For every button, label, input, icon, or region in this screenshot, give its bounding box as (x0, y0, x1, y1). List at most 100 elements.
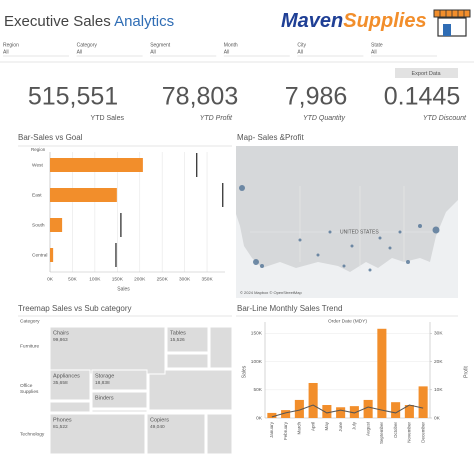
bar (349, 406, 359, 418)
treemap-filler (91, 409, 148, 413)
x-tick-label: March (297, 422, 302, 435)
map: UNITED STATES © 2024 Mapbox © OpenStreet… (236, 146, 458, 298)
treemap-cell (49, 413, 146, 455)
y-tick-label: West (32, 162, 44, 168)
filter-value[interactable]: All (3, 49, 9, 55)
map-attribution: © 2024 Mapbox © OpenStreetMap (240, 290, 302, 295)
map-country-label: UNITED STATES (340, 229, 379, 235)
x-tick-label: December (420, 422, 425, 443)
bar (418, 386, 428, 418)
filter-label: Segment (150, 42, 171, 48)
y2-tick-label: 10K (434, 387, 443, 393)
y-tick-label: Central (32, 252, 47, 258)
filter-value[interactable]: All (371, 49, 377, 55)
bar (294, 399, 304, 418)
x-tick-label: 50K (68, 276, 77, 282)
bar (391, 402, 401, 418)
logo: MavenSupplies (281, 10, 427, 32)
export-button-label[interactable]: Export Data (411, 71, 441, 77)
bar (50, 218, 63, 232)
kpi-value: 0.1445 (384, 83, 460, 111)
cell-value: 15,526 (170, 337, 185, 343)
x-tick-label: February (283, 421, 288, 440)
cell-value: 81,522 (53, 424, 68, 430)
x-tick-label: 300K (179, 276, 191, 282)
bar (267, 412, 277, 418)
x-tick-label: November (407, 422, 412, 443)
filter-value[interactable]: All (224, 49, 230, 55)
bar (281, 410, 291, 418)
cell-label: Binders (95, 395, 114, 401)
kpi-label: YTD Sales (91, 115, 125, 122)
x-axis-title: Sales (117, 286, 130, 292)
x-tick-label: May (324, 421, 329, 430)
cell-label: Appliances (53, 373, 80, 379)
map-title: Map- Sales &Profit (237, 133, 304, 142)
filter-value[interactable]: All (77, 49, 83, 55)
bar (404, 405, 414, 418)
x-tick-label: 200K (134, 276, 146, 282)
treemap-filler (148, 369, 233, 411)
filter-value[interactable]: All (150, 49, 156, 55)
bar (308, 382, 318, 418)
chart-title: Bar-Line Monthly Sales Trend (237, 304, 342, 313)
filter-value[interactable]: All (297, 49, 303, 55)
map-points (239, 185, 440, 272)
x-tick-label: 350K (201, 276, 213, 282)
y-tick-label: 100K (251, 359, 263, 365)
y-axis-title: Sales (241, 365, 247, 378)
x-tick-label: July (352, 421, 357, 430)
bar (322, 405, 332, 418)
cell-value: 18,838 (95, 380, 110, 386)
treemap-cell (91, 391, 148, 409)
kpi-value: 515,551 (28, 83, 118, 111)
x-tick-label: September (379, 422, 384, 445)
y2-tick-label: 0K (434, 415, 441, 421)
title-highlight: Analytics (114, 13, 174, 30)
y2-tick-label: 30K (434, 331, 443, 337)
treemap-cell (49, 326, 166, 375)
group-label: Office Supplies (20, 383, 39, 395)
treemap-filler (209, 326, 233, 369)
cell-label: Phones (53, 417, 72, 423)
filter-label: Region (3, 42, 19, 48)
treemap-cell (49, 369, 91, 401)
export-button[interactable]: Export Data (395, 68, 458, 78)
cell-label: Chairs (53, 330, 69, 336)
y2-axis-title: Profit (463, 366, 469, 378)
x-tick-label: August (365, 421, 370, 436)
treemap-cell (146, 413, 206, 455)
x-tick-label: 100K (89, 276, 101, 282)
treemap-filler (206, 413, 233, 455)
map-land (236, 146, 458, 272)
x-tick-label: 150K (112, 276, 124, 282)
treemap-cell (91, 369, 148, 391)
logo-first: Maven (281, 10, 343, 32)
page-title: Executive Sales Analytics (4, 13, 174, 30)
line (271, 404, 424, 418)
map-borders (250, 186, 440, 268)
chart-subtitle: Order Date (MDY) (328, 318, 367, 324)
export-button-bg[interactable] (395, 68, 458, 78)
x-tick-label: June (338, 422, 343, 432)
cell-value: 99,863 (53, 337, 68, 343)
treemap-filler (166, 353, 209, 369)
cell-label: Storage (95, 373, 114, 379)
filter-label: City (297, 42, 306, 48)
y-tick-label: East (32, 192, 42, 198)
chart-title: Bar-Sales vs Goal (18, 133, 83, 142)
category-header: Category (20, 318, 40, 324)
filter-label: Month (224, 42, 238, 48)
kpi-value: 78,803 (162, 83, 238, 111)
bar (50, 158, 143, 172)
y-tick-label: 150K (251, 331, 263, 337)
logo-second: Supplies (343, 10, 426, 32)
x-tick-label: January (269, 421, 274, 438)
category-header: Region (31, 147, 46, 152)
filter-label: State (371, 42, 383, 48)
bar (377, 328, 387, 418)
kpi-label: YTD Discount (423, 115, 467, 122)
y-tick-label: 50K (253, 387, 262, 393)
x-tick-label: 0K (47, 276, 54, 282)
